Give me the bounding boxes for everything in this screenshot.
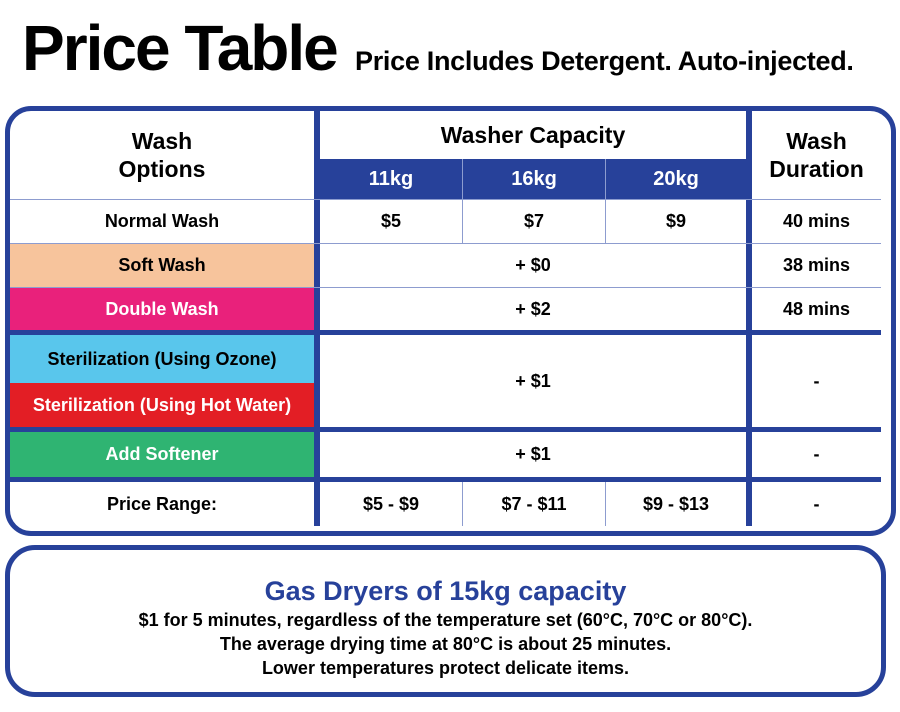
duration-normal: 40 mins (782, 211, 851, 231)
price-sterilization: + $1 (515, 370, 551, 391)
option-sterilization-hot-water: Sterilization (Using Hot Water) (10, 383, 314, 427)
price-range-16kg: $7 - $11 (501, 493, 567, 514)
column-divider (462, 159, 463, 244)
column-divider (605, 482, 606, 526)
capacity-16kg: 16kg (463, 159, 605, 199)
option-normal-wash: Normal Wash (104, 211, 220, 231)
capacity-11kg: 11kg (320, 159, 462, 199)
duration-range: - (813, 493, 820, 514)
dryer-line-1: $1 for 5 minutes, regardless of the temp… (138, 610, 753, 630)
row-divider (10, 330, 881, 335)
option-sterilization-ozone: Sterilization (Using Ozone) (10, 335, 314, 383)
price-table: Wash Options Washer Capacity 11kg 16kg 2… (5, 106, 896, 536)
dryer-info-box: Gas Dryers of 15kg capacity $1 for 5 min… (5, 545, 886, 697)
row-divider (10, 287, 881, 288)
duration-soft: 38 mins (782, 255, 851, 275)
price-range-20kg: $9 - $13 (642, 493, 710, 514)
row-divider (10, 427, 881, 432)
option-soft-wash: Soft Wash (10, 244, 314, 287)
price-soft-wash: + $0 (515, 255, 551, 275)
duration-sterilization: - (813, 370, 820, 391)
column-divider (314, 111, 320, 526)
price-range-label: Price Range: (106, 493, 218, 514)
row-divider (10, 477, 881, 482)
header-wash-options: Wash Options (118, 128, 206, 182)
dryer-line-3: Lower temperatures protect delicate item… (261, 658, 630, 678)
page-subtitle: Price Includes Detergent. Auto-injected. (355, 46, 854, 76)
header-washer-capacity: Washer Capacity (440, 122, 626, 148)
price-normal-16kg: $7 (523, 211, 545, 231)
dryer-line-2: The average drying time at 80°C is about… (219, 634, 672, 654)
price-normal-20kg: $9 (665, 211, 687, 231)
price-double-wash: + $2 (515, 298, 551, 319)
duration-double: 48 mins (782, 298, 851, 319)
price-range-11kg: $5 - $9 (362, 493, 420, 514)
option-add-softener: Add Softener (10, 432, 314, 477)
row-divider (10, 199, 881, 200)
column-divider (605, 159, 606, 244)
capacity-20kg: 20kg (606, 159, 746, 199)
header-wash-duration: Wash Duration (769, 128, 864, 182)
dryer-title: Gas Dryers of 15kg capacity (264, 576, 627, 606)
page-title: Price Table (22, 12, 339, 84)
price-normal-11kg: $5 (380, 211, 402, 231)
column-divider (462, 482, 463, 526)
price-add-softener: + $1 (515, 444, 551, 464)
row-divider (10, 243, 881, 244)
column-divider (746, 111, 752, 526)
option-double-wash: Double Wash (10, 288, 314, 330)
duration-softener: - (813, 444, 820, 464)
